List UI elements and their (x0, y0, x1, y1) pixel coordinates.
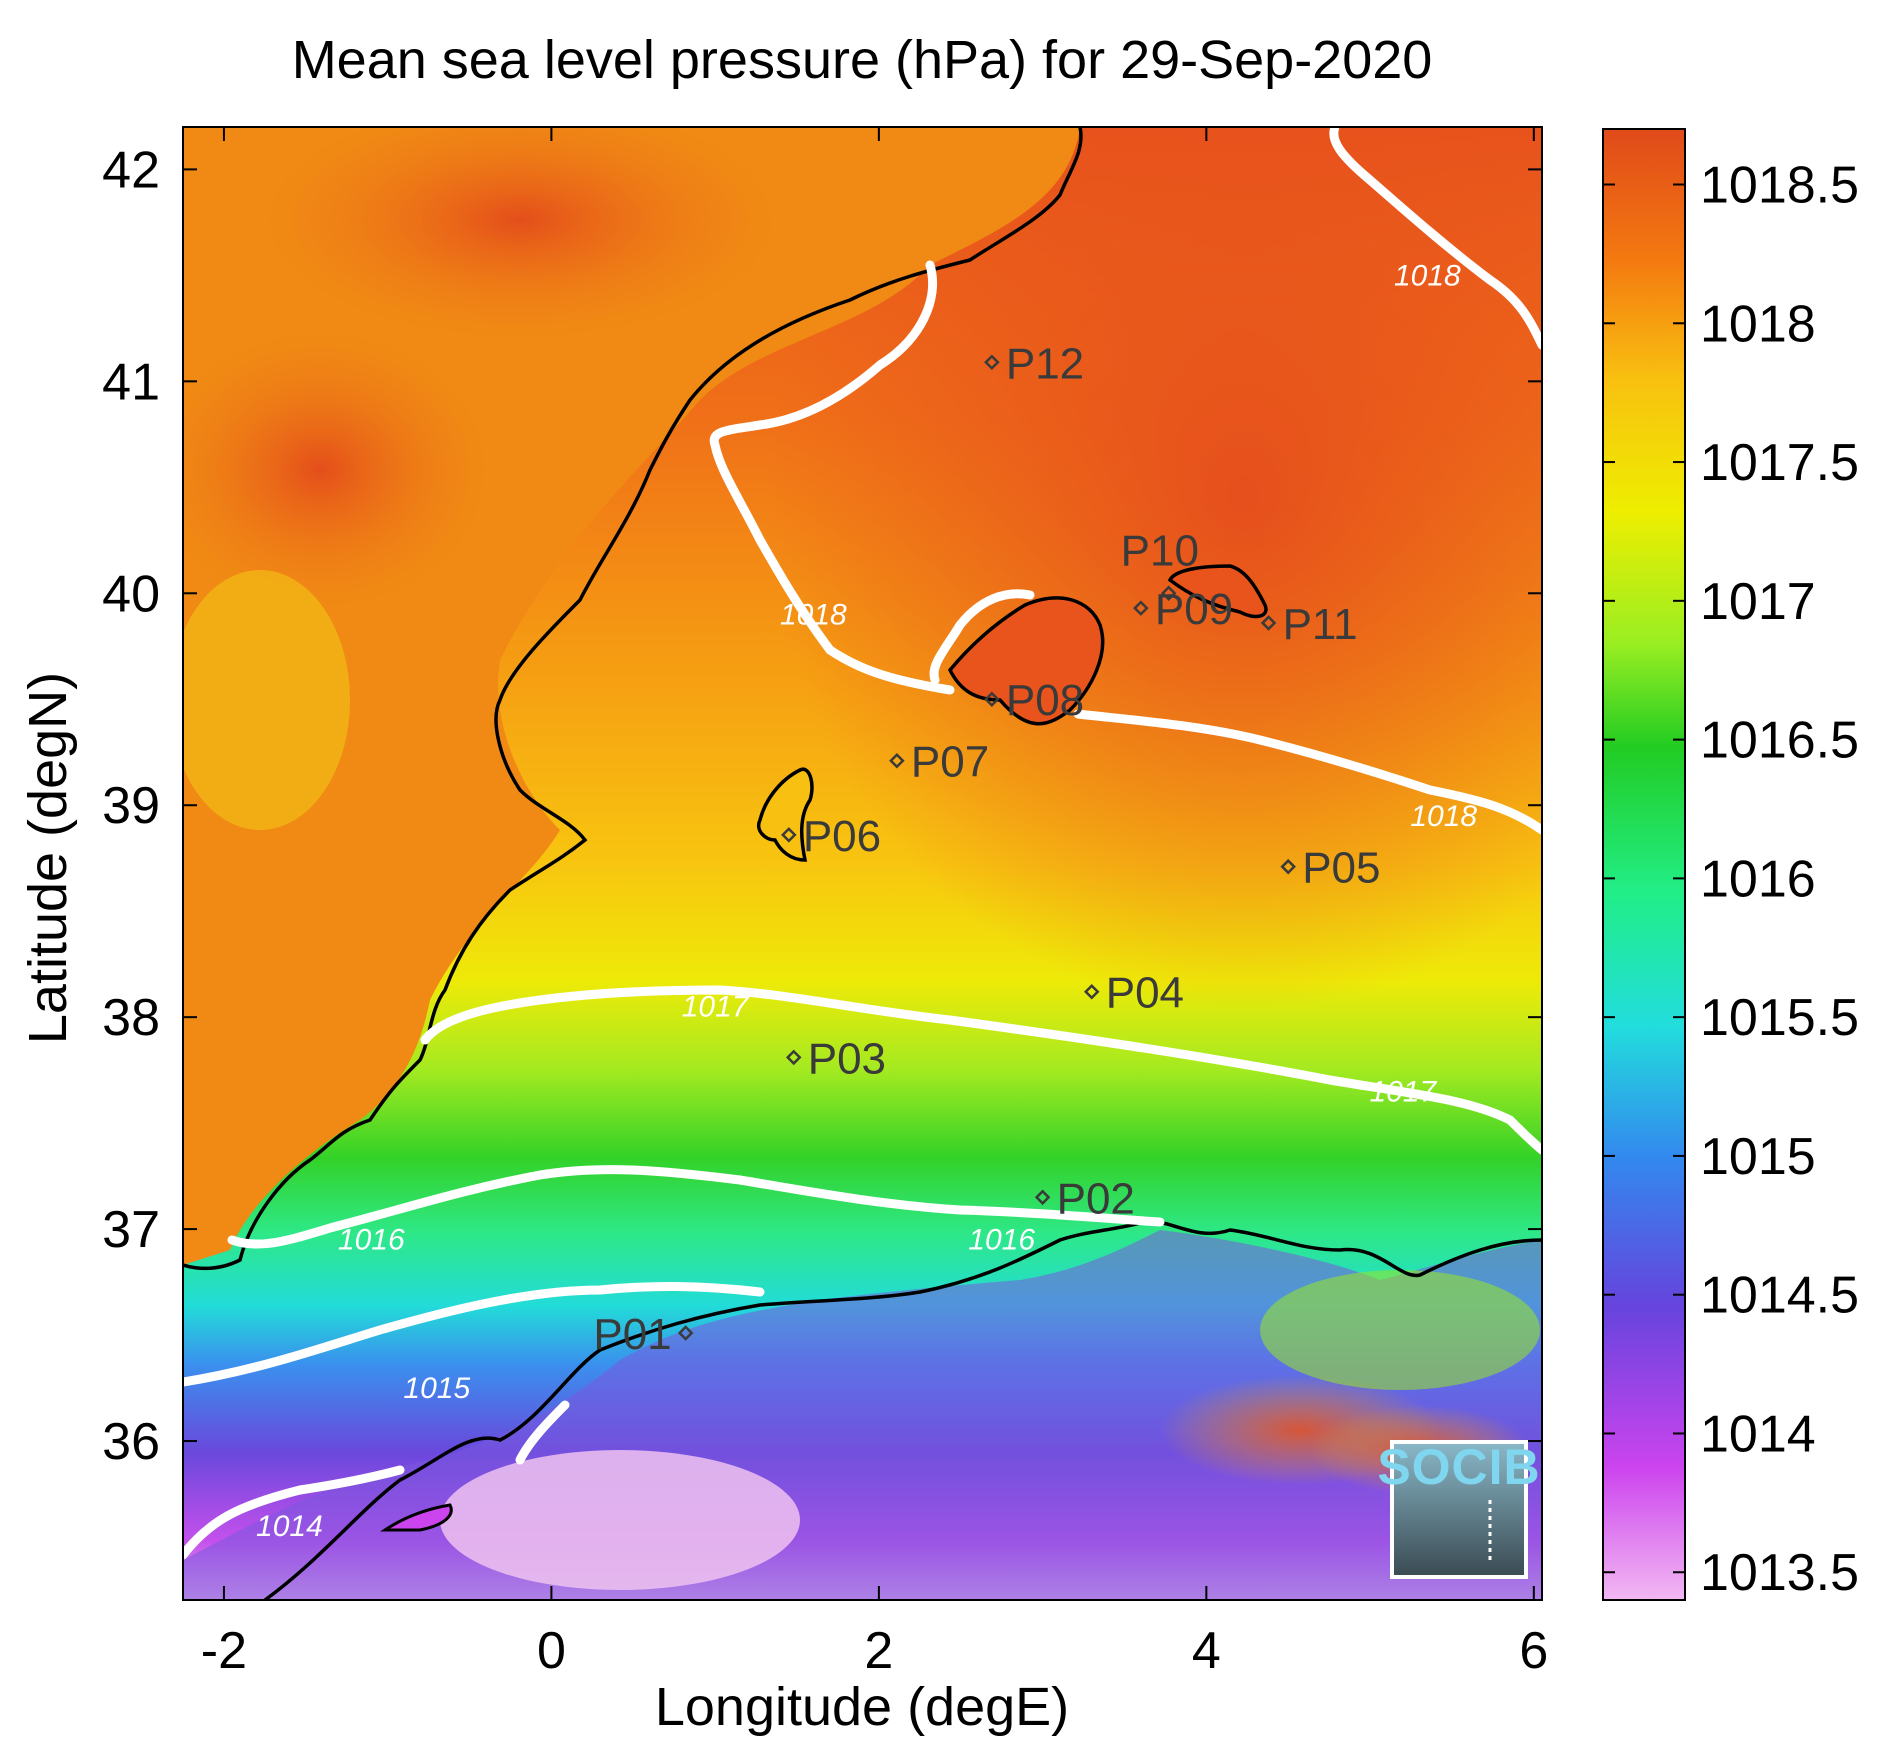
isobar-1018-south (1073, 709, 1542, 835)
station-label: P08 (1006, 676, 1084, 725)
station-marker (889, 752, 905, 769)
coastline-menorca (1167, 564, 1268, 619)
coastline-ibiza (757, 767, 814, 862)
station-label: P07 (911, 738, 989, 787)
isobar-1018-ne (1329, 127, 1542, 350)
isobar-1017 (420, 985, 1542, 1155)
station-marker (1160, 585, 1177, 602)
colorbar-scale (1602, 128, 1686, 1601)
coastline-alboran (380, 1503, 453, 1532)
y-tick-label: 42 (102, 141, 160, 199)
colorbar-tick-label: 1017.5 (1700, 434, 1859, 492)
colorbar-tick-label: 1016.5 (1700, 712, 1859, 770)
station-label: P10 (1121, 526, 1199, 575)
isobar-1016 (227, 1165, 1165, 1249)
colorbar-tick-label: 1014.5 (1700, 1267, 1859, 1325)
coastline-mallorca (947, 596, 1105, 726)
station-marker (1260, 615, 1277, 631)
iberia-yellow-region (183, 570, 350, 830)
logo-text: SOCIB (1377, 1439, 1540, 1495)
contour-label: 1017 (682, 991, 750, 1024)
y-tick-label: 36 (102, 1413, 160, 1471)
colorbar-tick-label: 1014 (1700, 1405, 1816, 1463)
contour-label: 1014 (256, 1510, 323, 1543)
station-label: P05 (1302, 844, 1380, 893)
station-marker (984, 691, 1000, 708)
station-label: P06 (803, 812, 881, 861)
stations: P01 P02 P03 P04 P05 P06 P07 P08 P09 P10 P11 P12 (593, 339, 1380, 1359)
chart-title: Mean sea level pressure (hPa) for 29-Sep… (292, 30, 1433, 90)
coastline-iberia (183, 127, 1083, 1271)
station-label: P09 (1155, 585, 1233, 634)
station-marker (984, 354, 1000, 371)
y-tick-label: 37 (102, 1201, 160, 1259)
station-label: P02 (1057, 1174, 1135, 1223)
station-label: P12 (1006, 339, 1084, 388)
colorbar-tick-label: 1015.5 (1700, 989, 1859, 1047)
iberia-hot-region (183, 330, 490, 610)
contour-label: 1016 (968, 1224, 1035, 1257)
colorbar-tick-label: 1016 (1700, 850, 1816, 908)
x-tick-label: 4 (1192, 1622, 1221, 1680)
contour-label: 1017 (1369, 1075, 1437, 1108)
station-label: P11 (1283, 600, 1358, 649)
colorbar-tick-label: 1018 (1700, 295, 1816, 353)
map-frame (182, 126, 1543, 1601)
contour-label: 1018 (1410, 800, 1477, 833)
isobar-1014 (183, 1400, 570, 1560)
atlas-green-region (1260, 1270, 1540, 1390)
y-tick-label: 40 (102, 565, 160, 623)
station-marker (785, 1049, 802, 1066)
contour-label: 1018 (780, 598, 847, 631)
station-label: P04 (1106, 969, 1184, 1018)
isobar-1015 (183, 1281, 765, 1387)
isobars (183, 127, 1542, 1560)
station-marker (1280, 858, 1296, 875)
colorbar: 1018.5 1018 1017.5 1017 1016.5 1016 1015.5 1015… (1602, 128, 1859, 1602)
x-tick-label: -2 (201, 1622, 247, 1680)
socib-logo: SOCIB (1377, 1439, 1540, 1579)
colorbar-tick-label: 1018.5 (1700, 157, 1859, 215)
map-panel: 1014 1015 1016 1016 1017 1017 1018 1018 1018 P01… (183, 127, 1542, 1600)
x-tick-label: 6 (1519, 1622, 1548, 1680)
station-marker (1034, 1189, 1051, 1206)
colorbar-tick-label: 1017 (1700, 573, 1816, 631)
station-marker (677, 1325, 694, 1341)
station-marker (781, 827, 797, 843)
colorbar-ticks: 1018.5 1018 1017.5 1017 1016.5 1016 1015.5 1015… (1603, 157, 1859, 1602)
colorbar-tick-label: 1013.5 (1700, 1544, 1859, 1602)
station-label: P01 (593, 1310, 671, 1359)
isobar-1018-west (709, 260, 955, 695)
y-axis-label: Latitude (degN) (18, 672, 78, 1044)
pyrenees-hot-region (260, 127, 780, 340)
contour-label: 1018 (1394, 259, 1461, 292)
y-axis: 42 41 40 39 38 37 36 (102, 141, 1542, 1471)
y-tick-label: 41 (102, 353, 160, 411)
africa-low-region (440, 1450, 800, 1590)
isobar-1018-mallorca (929, 589, 1035, 685)
x-axis-label: Longitude (degE) (655, 1677, 1069, 1737)
x-axis: -2 0 2 4 6 (201, 127, 1548, 1680)
y-tick-label: 39 (102, 777, 160, 835)
station-marker (1083, 983, 1100, 1000)
station-marker (1133, 600, 1149, 616)
coastline-africa (263, 1218, 1542, 1600)
contour-label: 1015 (403, 1372, 470, 1405)
y-tick-label: 38 (102, 989, 160, 1047)
x-tick-label: 2 (864, 1622, 893, 1680)
x-tick-label: 0 (537, 1622, 566, 1680)
contour-label: 1016 (338, 1224, 405, 1257)
contour-labels: 1014 1015 1016 1016 1017 1017 1018 1018 1018 (256, 259, 1477, 1542)
colorbar-tick-label: 1015 (1700, 1128, 1816, 1186)
station-label: P03 (808, 1034, 886, 1083)
